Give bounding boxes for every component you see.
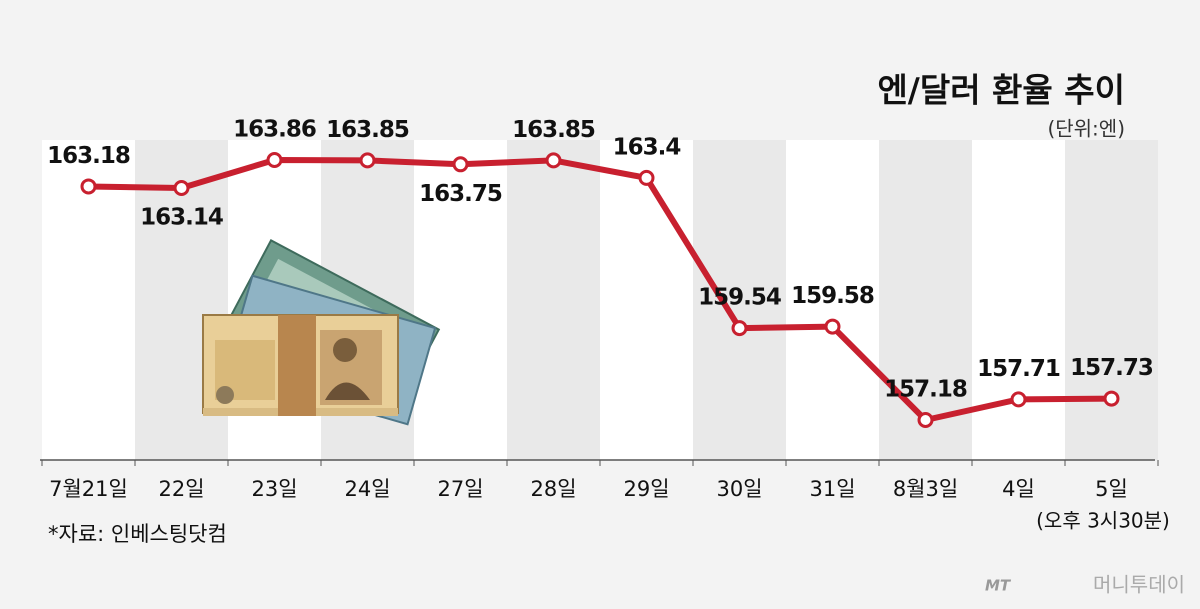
chart-subtitle: (단위:엔) [1047, 117, 1125, 141]
marker [638, 169, 655, 186]
stripe [693, 140, 786, 460]
marker [1010, 391, 1027, 408]
x-tick-label: 7월21일 [49, 477, 128, 501]
chart-title: 엔/달러 환율 추이 [877, 71, 1125, 110]
x-tick-label: 24일 [344, 477, 390, 501]
marker [824, 318, 841, 335]
annotation: (오후 3시30분) [1036, 509, 1170, 533]
stripe [786, 140, 879, 460]
value-label: 163.18 [47, 143, 130, 169]
value-label: 163.85 [512, 117, 595, 143]
x-tick-label: 27일 [437, 477, 483, 501]
value-label: 157.18 [884, 377, 967, 403]
marker [80, 178, 97, 195]
source: *자료: 인베스팅닷컴 [48, 522, 227, 546]
x-tick-label: 22일 [158, 477, 204, 501]
x-tick-label: 8월3일 [893, 477, 958, 501]
marker [917, 412, 934, 428]
value-label: 163.86 [233, 117, 316, 143]
marker [359, 152, 376, 169]
marker [1103, 390, 1120, 407]
x-tick-label: 28일 [530, 477, 576, 501]
stripe [1065, 140, 1158, 460]
x-tick-label: 30일 [716, 477, 762, 501]
marker [545, 152, 562, 169]
stripe [972, 140, 1065, 460]
stripe [879, 140, 972, 460]
value-label: 163.85 [326, 117, 409, 143]
marker [452, 156, 469, 173]
value-label: 159.54 [698, 285, 781, 311]
marker [266, 152, 283, 168]
marker [173, 180, 190, 197]
value-label: 163.14 [140, 205, 223, 231]
value-label: 163.4 [613, 134, 681, 160]
stripe [507, 140, 600, 460]
logo: MT [985, 577, 1012, 595]
money-illustration [202, 239, 441, 426]
x-tick-label: 5일 [1095, 477, 1128, 501]
stripe [414, 140, 507, 460]
value-label: 157.73 [1070, 355, 1153, 381]
watermark: 머니투데이 [1093, 573, 1185, 597]
value-label: 159.58 [791, 283, 874, 309]
value-label: 157.71 [977, 356, 1060, 382]
x-tick-label: 4일 [1002, 477, 1035, 501]
x-tick-label: 29일 [623, 477, 669, 501]
x-tick-label: 23일 [251, 477, 297, 501]
marker [731, 320, 748, 337]
line [88, 157, 1112, 423]
x-tick-label: 31일 [809, 477, 855, 501]
stripe [600, 140, 693, 460]
value-label: 163.75 [419, 181, 502, 207]
